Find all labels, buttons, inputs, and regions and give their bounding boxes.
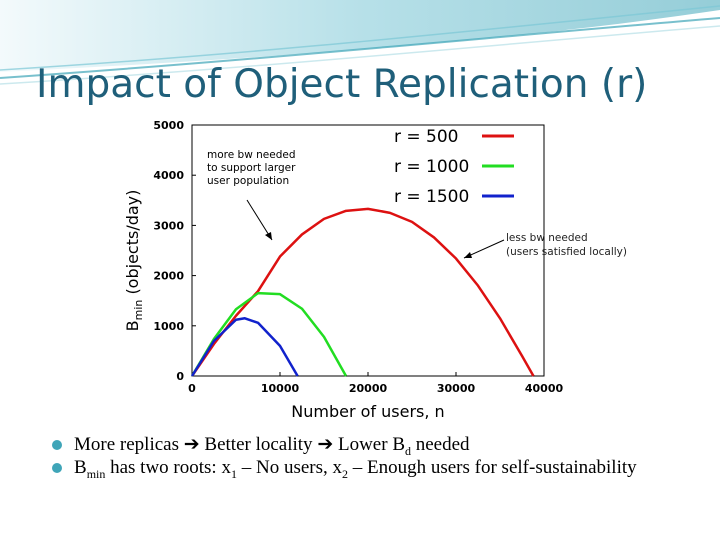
bullet-text-no-users: – No users, x (236, 457, 342, 478)
y-tick-label: 2000 (153, 270, 184, 283)
y-axis-label: Bmin (objects/day) (123, 190, 145, 332)
annotation-more-bw-line: user population (207, 175, 289, 187)
bullet-sub-2: 2 (342, 466, 348, 481)
bullet-sub-min: min (86, 466, 106, 481)
bullet-item-replicas: More replicas ➔ Better locality ➔ Lower … (52, 434, 672, 458)
annotation-arrowhead-left (265, 232, 272, 240)
x-axis-label: Number of users, n (291, 402, 444, 421)
right-arrow-icon: ➔ (183, 434, 200, 455)
bullet-text-needed: needed (411, 434, 470, 455)
bullet-dot-icon (52, 463, 62, 473)
annotation-more-bw-line: to support larger (207, 162, 296, 174)
x-tick-label: 0 (188, 382, 196, 395)
slide-title: Impact of Object Replication (r) (36, 62, 648, 107)
x-tick-label: 10000 (261, 382, 300, 395)
legend-label-2: r = 1000 (394, 157, 469, 177)
replication-chart: 0 1000 2000 3000 4000 5000 0 10000 20000 30000 400… (112, 112, 660, 430)
series-line-2 (190, 291, 348, 377)
annotation-arrowhead-right (464, 252, 472, 258)
x-tick-label: 40000 (525, 382, 564, 395)
y-tick-label: 3000 (153, 219, 184, 232)
y-tick-label: 5000 (153, 119, 184, 132)
bullet-sub-d: d (405, 443, 411, 458)
annotation-less-bw-line: (users satisfied locally) (506, 246, 627, 258)
bullet-list: More replicas ➔ Better locality ➔ Lower … (52, 434, 672, 480)
bullet-text-locality: Better locality (204, 434, 313, 455)
annotation-more-bw-line: more bw needed (207, 149, 296, 161)
bullet-item-roots: Bmin has two roots: x1 – No users, x2 – … (52, 457, 672, 481)
banner-swoosh (0, 0, 720, 85)
bullet-text-replicas: More replicas (74, 434, 179, 455)
bullet-text-roots: has two roots: x (105, 457, 231, 478)
bullet-text-lower: Lower B (337, 434, 405, 455)
annotation-arrow-left (246, 199, 273, 241)
series-line-3 (190, 317, 299, 377)
y-tick-label: 4000 (153, 169, 184, 182)
annotation-less-bw-line: less bw needed (506, 232, 588, 244)
right-arrow-icon: ➔ (317, 434, 334, 455)
x-tick-label: 20000 (349, 382, 388, 395)
bullet-sub-1: 1 (230, 466, 237, 481)
legend-label-3: r = 1500 (394, 187, 469, 207)
bullet-text-enough: – Enough users for self-sustainability (348, 457, 637, 478)
header-banner (0, 0, 720, 90)
bullet-text-b: B (74, 457, 87, 478)
series-line-1 (190, 207, 535, 377)
y-tick-label: 1000 (153, 320, 184, 333)
y-tick-label: 0 (176, 370, 184, 383)
chart-svg: 0 1000 2000 3000 4000 5000 0 10000 20000 30000 400… (123, 119, 627, 421)
x-tick-label: 30000 (437, 382, 476, 395)
legend-label-1: r = 500 (394, 127, 459, 147)
bullet-dot-icon (52, 440, 62, 450)
